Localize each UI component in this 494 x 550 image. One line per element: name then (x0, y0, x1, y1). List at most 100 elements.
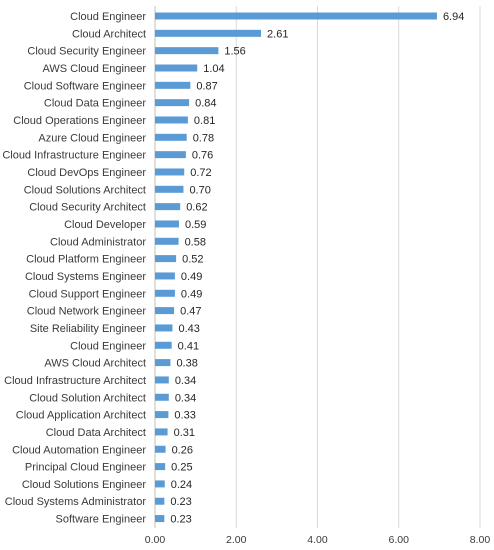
category-label: Cloud Support Engineer (29, 288, 147, 300)
bar (155, 237, 179, 245)
value-label: 0.49 (181, 271, 202, 283)
bar (155, 307, 175, 315)
value-labels: 6.94 2.61 1.561.04 0.87 0.84 0.81 0.78 0.76 0.72… (170, 11, 464, 526)
value-label: 0.76 (192, 150, 213, 162)
bar (155, 220, 179, 228)
value-label: 0.52 (182, 254, 203, 266)
x-axis-tick-labels: 0.00 2.00 4.00 6.00 8.00 (145, 534, 491, 546)
bar (155, 81, 191, 89)
category-label: Cloud Data Engineer (44, 98, 146, 110)
value-label: 0.31 (174, 427, 195, 439)
category-label: Cloud Solution Architect (29, 392, 146, 404)
x-tick-label: 0.00 (145, 534, 166, 546)
value-label: 0.26 (172, 444, 193, 456)
bar (155, 324, 173, 332)
bar (155, 255, 177, 263)
bar (155, 12, 437, 20)
value-label: 0.58 (185, 236, 206, 248)
value-label: 0.87 (196, 80, 217, 92)
category-label: Cloud Operations Engineer (13, 115, 146, 127)
category-label: Cloud Engineer (70, 340, 146, 352)
category-label: Principal Cloud Engineer (25, 462, 146, 474)
value-label: 0.24 (171, 479, 192, 491)
value-label: 1.04 (203, 63, 224, 75)
category-label: Cloud Application Architect (16, 410, 146, 422)
bars (155, 12, 437, 523)
category-label: Software Engineer (56, 514, 147, 526)
value-label: 6.94 (443, 11, 464, 23)
value-label: 0.23 (170, 514, 191, 526)
value-label: 0.23 (170, 496, 191, 508)
category-label: Cloud Software Engineer (24, 80, 147, 92)
category-label: Cloud Systems Engineer (25, 271, 146, 283)
value-label: 0.84 (195, 98, 216, 110)
bar (155, 515, 165, 523)
value-label: 1.56 (224, 46, 245, 58)
value-label: 0.78 (193, 132, 214, 144)
category-label: Azure Cloud Engineer (38, 132, 146, 144)
x-tick-label: 2.00 (226, 534, 247, 546)
x-tick-label: 8.00 (470, 534, 491, 546)
category-label: Cloud Infrastructure Engineer (2, 150, 146, 162)
gridlines (154, 6, 481, 528)
bar (155, 480, 165, 488)
bar (155, 151, 186, 159)
x-tick-label: 6.00 (389, 534, 410, 546)
bar (155, 203, 181, 211)
bar (155, 497, 165, 505)
bar (155, 168, 185, 176)
category-label: Cloud Automation Engineer (12, 444, 146, 456)
category-label: Cloud Network Engineer (27, 306, 147, 318)
category-label: Cloud Developer (64, 219, 146, 231)
category-label: Cloud Systems Administrator (5, 496, 147, 508)
value-label: 0.34 (175, 375, 196, 387)
category-label: AWS Cloud Engineer (42, 63, 146, 75)
bar (155, 47, 219, 55)
bar (155, 445, 166, 453)
category-label: AWS Cloud Architect (44, 358, 146, 370)
value-label: 0.62 (186, 202, 207, 214)
value-label: 0.59 (185, 219, 206, 231)
bar (155, 376, 169, 384)
category-label: Cloud Administrator (50, 236, 146, 248)
bar (155, 393, 169, 401)
bar (155, 133, 187, 141)
category-label: Cloud Data Architect (46, 427, 146, 439)
value-label: 2.61 (267, 28, 288, 40)
category-label: Cloud Architect (72, 28, 146, 40)
category-label: Cloud Platform Engineer (26, 254, 146, 266)
bar (155, 185, 184, 193)
category-label: Cloud Solutions Engineer (22, 479, 146, 491)
category-label: Site Reliability Engineer (30, 323, 147, 335)
category-labels: Cloud Engineer Cloud Architect Cloud Secur… (2, 11, 146, 526)
bar (155, 116, 188, 124)
category-label: Cloud Security Engineer (27, 46, 146, 58)
value-label: 0.49 (181, 288, 202, 300)
bar (155, 272, 175, 280)
bar (155, 64, 198, 72)
category-label: Cloud Solutions Architect (24, 184, 146, 196)
category-label: Cloud Engineer (70, 11, 146, 23)
bar (155, 29, 262, 37)
category-label: Cloud Security Architect (29, 202, 146, 214)
value-label: 0.81 (194, 115, 215, 127)
bar (155, 359, 171, 367)
value-label: 0.25 (171, 462, 192, 474)
value-label: 0.47 (180, 306, 201, 318)
category-label: Cloud Infrastructure Architect (4, 375, 146, 387)
value-label: 0.34 (175, 392, 196, 404)
x-tick-label: 4.00 (307, 534, 328, 546)
value-label: 0.33 (174, 410, 195, 422)
value-label: 0.38 (176, 358, 197, 370)
value-label: 0.41 (178, 340, 199, 352)
bar (155, 289, 175, 297)
bar (155, 428, 168, 436)
category-label: Cloud DevOps Engineer (27, 167, 146, 179)
bar (155, 411, 169, 419)
value-label: 0.70 (189, 184, 210, 196)
value-label: 0.72 (190, 167, 211, 179)
bar (155, 463, 166, 471)
bar (155, 99, 190, 107)
bar (155, 341, 172, 349)
